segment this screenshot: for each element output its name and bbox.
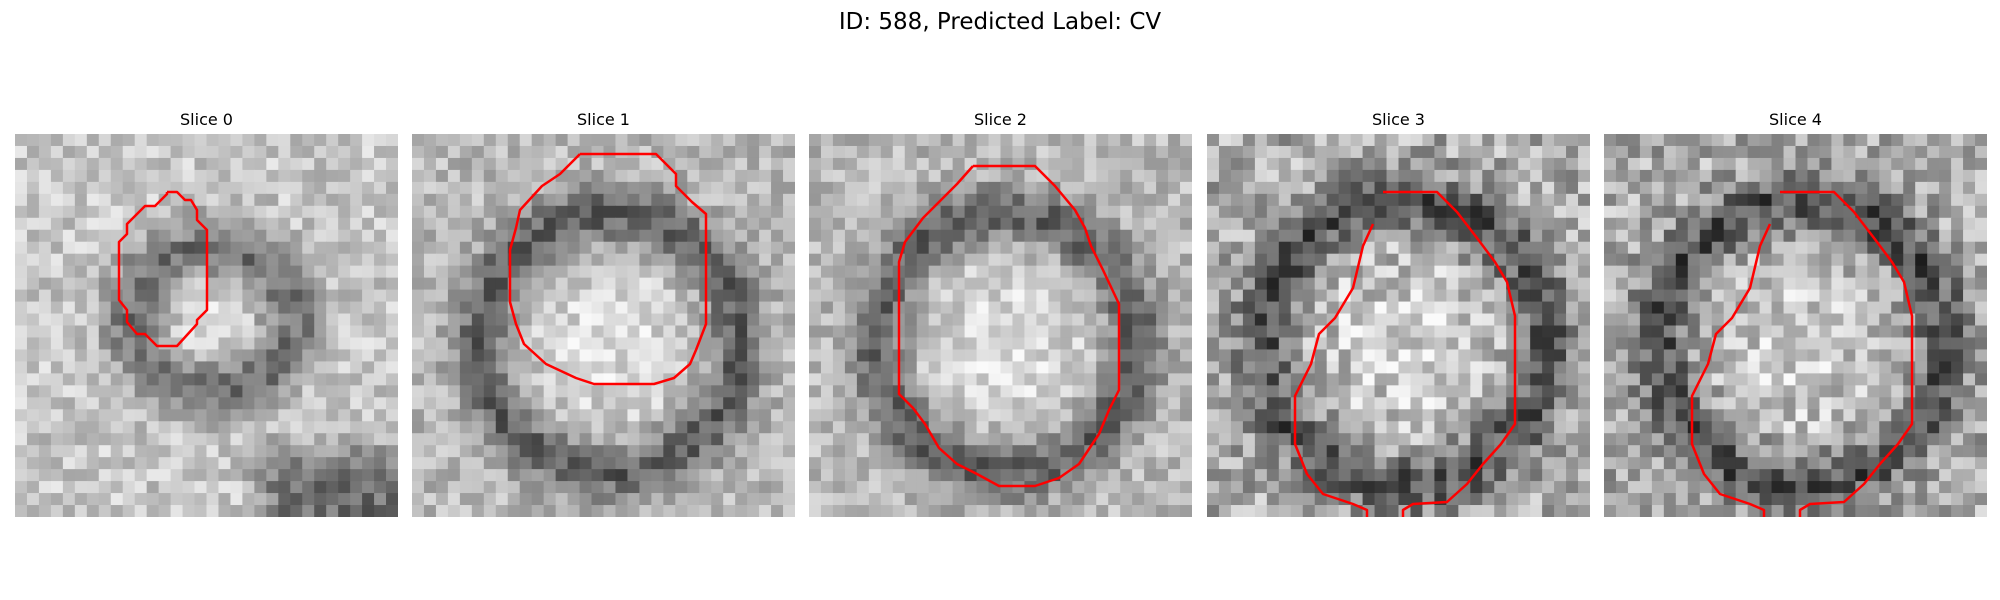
slice-image bbox=[1604, 134, 1987, 517]
slice-title: Slice 0 bbox=[180, 110, 233, 129]
pixel-grid bbox=[412, 134, 795, 517]
pixel-grid bbox=[1604, 134, 1987, 517]
slice-image bbox=[1207, 134, 1590, 517]
slice-title: Slice 4 bbox=[1769, 110, 1822, 129]
pixel-grid bbox=[1207, 134, 1590, 517]
segmentation-contour bbox=[897, 164, 1121, 488]
slice-image bbox=[15, 134, 398, 517]
pixel-grid bbox=[15, 134, 398, 517]
segmentation-contour bbox=[1293, 190, 1517, 517]
segmentation-contour bbox=[508, 152, 708, 386]
segmentation-contour bbox=[117, 190, 209, 348]
slice-image bbox=[412, 134, 795, 517]
slice-title: Slice 1 bbox=[577, 110, 630, 129]
slice-title: Slice 3 bbox=[1372, 110, 1425, 129]
segmentation-contour bbox=[1690, 190, 1914, 517]
slice-image bbox=[809, 134, 1192, 517]
pixel-grid bbox=[809, 134, 1192, 517]
figure-title: ID: 588, Predicted Label: CV bbox=[838, 9, 1162, 35]
slice-title: Slice 2 bbox=[974, 110, 1027, 129]
